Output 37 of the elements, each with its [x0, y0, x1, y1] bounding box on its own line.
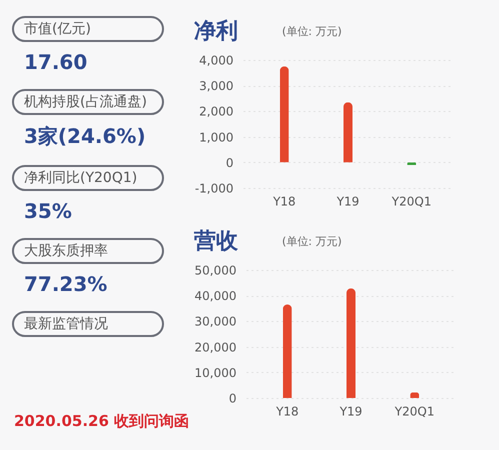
bar	[280, 66, 289, 162]
y-tick-label: 3,000	[199, 79, 234, 94]
y-tick-label: 50,000	[194, 264, 236, 278]
rounded-frame: 最新监管情况	[12, 311, 164, 337]
text: 77.23%	[24, 272, 108, 296]
x-tick-label: Y20Q1	[394, 404, 434, 418]
rounded-frame: 机构持股(占流通盘)	[12, 89, 164, 115]
bar	[344, 102, 352, 162]
y-tick-label: 0	[228, 392, 236, 406]
y-tick-label: 4,000	[199, 54, 234, 68]
x-tick-label: Y18	[275, 404, 299, 418]
rounded-frame: 净利同比(Y20Q1)	[12, 165, 164, 191]
chart-title: 净利	[194, 18, 238, 46]
text: 35%	[24, 199, 73, 223]
bar	[346, 288, 356, 398]
chart-subtitle: (单位: 万元)	[282, 234, 342, 249]
x-tick-label: Y20Q1	[390, 194, 432, 208]
y-tick-label: 0	[226, 156, 234, 170]
rounded-frame: 市值(亿元)	[12, 16, 164, 42]
bar	[407, 162, 416, 165]
x-tick-label: Y19	[338, 404, 362, 418]
y-tick-label: 1,000	[199, 130, 234, 144]
y-tick-label: 2,000	[199, 104, 234, 119]
bar	[282, 304, 292, 398]
y-tick-label: -1,000	[194, 182, 234, 196]
x-tick-label: Y18	[272, 194, 296, 208]
chart-title: 营收	[194, 228, 238, 256]
chart-subtitle: (单位: 万元)	[282, 24, 342, 39]
x-tick-label: Y19	[336, 194, 360, 208]
y-tick-label: 20,000	[194, 340, 236, 354]
text: 3家(24.6%)	[24, 123, 147, 150]
y-tick-label: 40,000	[194, 289, 236, 304]
text: 2020.05.26 收到问询函	[14, 412, 190, 431]
y-tick-label: 30,000	[194, 314, 236, 329]
rounded-frame: 大股东质押率	[12, 238, 164, 264]
y-tick-label: 10,000	[194, 366, 236, 380]
text: 17.60	[24, 50, 88, 74]
